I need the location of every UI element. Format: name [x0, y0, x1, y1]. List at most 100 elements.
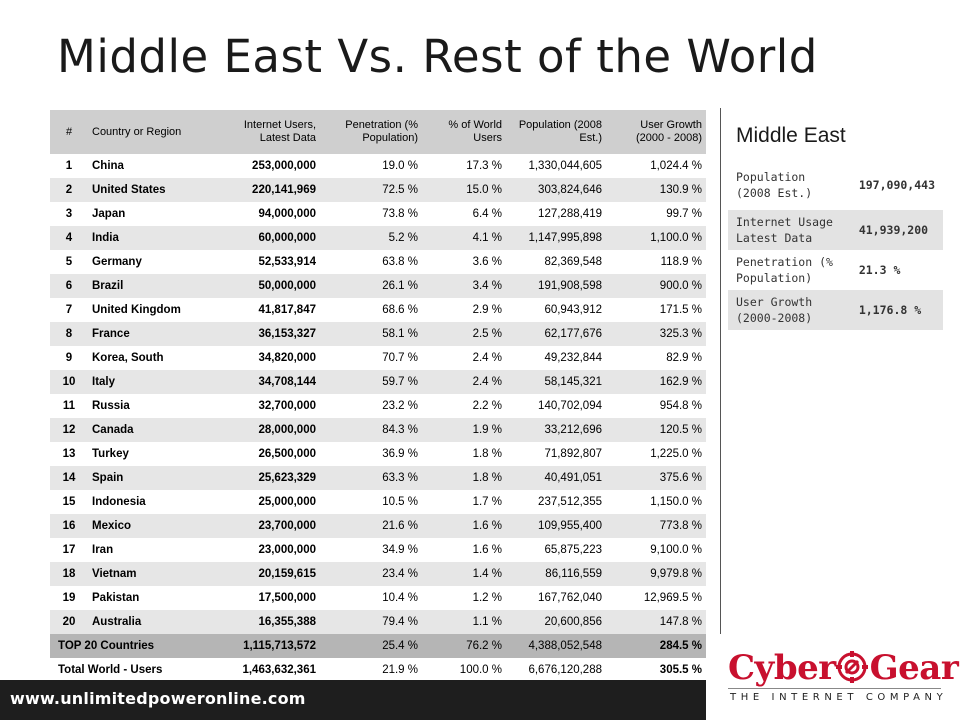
- cell-world-users: 1.9 %: [422, 418, 506, 442]
- cell-user-growth: 171.5 %: [606, 298, 706, 322]
- cell-population: 62,177,676: [506, 322, 606, 346]
- top20-penetration: 25.4 %: [320, 634, 422, 658]
- cell-user-growth: 954.8 %: [606, 394, 706, 418]
- cell-internet-users: 23,700,000: [218, 514, 320, 538]
- middle-east-value: 21.3 %: [850, 250, 943, 290]
- cell-rank: 15: [50, 490, 88, 514]
- cell-user-growth: 82.9 %: [606, 346, 706, 370]
- cell-penetration: 26.1 %: [320, 274, 422, 298]
- cell-internet-users: 52,533,914: [218, 250, 320, 274]
- cell-penetration: 5.2 %: [320, 226, 422, 250]
- internet-stats-table: # Country or Region Internet Users, Late…: [50, 110, 706, 682]
- table-row: 2 United States 220,141,969 72.5 % 15.0 % 303…: [50, 178, 706, 202]
- cell-world-users: 2.4 %: [422, 370, 506, 394]
- cell-user-growth: 1,225.0 %: [606, 442, 706, 466]
- table-row: 14 Spain 25,623,329 63.3 % 1.8 % 40,491,051 37…: [50, 466, 706, 490]
- footer-url[interactable]: www.unlimitedpoweronline.com: [10, 689, 306, 708]
- logo-word-right: Gear: [869, 648, 959, 688]
- cell-penetration: 63.3 %: [320, 466, 422, 490]
- cell-world-users: 2.2 %: [422, 394, 506, 418]
- cell-country: Australia: [88, 610, 218, 634]
- cell-world-users: 17.3 %: [422, 154, 506, 178]
- cell-penetration: 73.8 %: [320, 202, 422, 226]
- cybergear-logo: Cyber Gear THE INTERNET COMPANY: [728, 648, 959, 710]
- middle-east-value: 1,176.8 %: [850, 290, 943, 330]
- cell-population: 167,762,040: [506, 586, 606, 610]
- cell-user-growth: 99.7 %: [606, 202, 706, 226]
- cell-user-growth: 147.8 %: [606, 610, 706, 634]
- cell-country: Iran: [88, 538, 218, 562]
- cell-internet-users: 41,817,847: [218, 298, 320, 322]
- middle-east-row: Penetration (% Population) 21.3 %: [728, 250, 943, 290]
- cell-penetration: 68.6 %: [320, 298, 422, 322]
- total-penetration: 21.9 %: [320, 658, 422, 682]
- cell-user-growth: 12,969.5 %: [606, 586, 706, 610]
- cell-population: 1,330,044,605: [506, 154, 606, 178]
- cell-population: 82,369,548: [506, 250, 606, 274]
- cell-world-users: 1.8 %: [422, 466, 506, 490]
- logo-rule: [728, 688, 941, 689]
- cell-world-users: 1.6 %: [422, 514, 506, 538]
- cell-world-users: 1.7 %: [422, 490, 506, 514]
- cell-penetration: 79.4 %: [320, 610, 422, 634]
- cell-population: 191,908,598: [506, 274, 606, 298]
- cell-internet-users: 23,000,000: [218, 538, 320, 562]
- top20-users: 1,115,713,572: [218, 634, 320, 658]
- cell-rank: 12: [50, 418, 88, 442]
- cell-user-growth: 900.0 %: [606, 274, 706, 298]
- cell-population: 71,892,807: [506, 442, 606, 466]
- cell-penetration: 63.8 %: [320, 250, 422, 274]
- total-world-row: Total World - Users 1,463,632,361 21.9 %…: [50, 658, 706, 682]
- cell-internet-users: 94,000,000: [218, 202, 320, 226]
- middle-east-row: Population (2008 Est.) 197,090,443: [728, 160, 943, 210]
- table-row: 18 Vietnam 20,159,615 23.4 % 1.4 % 86,116,559…: [50, 562, 706, 586]
- cell-population: 58,145,321: [506, 370, 606, 394]
- middle-east-value: 197,090,443: [850, 160, 943, 210]
- table-row: 12 Canada 28,000,000 84.3 % 1.9 % 33,212,696 1…: [50, 418, 706, 442]
- cell-rank: 2: [50, 178, 88, 202]
- cell-internet-users: 25,000,000: [218, 490, 320, 514]
- cell-rank: 19: [50, 586, 88, 610]
- cell-rank: 1: [50, 154, 88, 178]
- table-row: 16 Mexico 23,700,000 21.6 % 1.6 % 109,955,400…: [50, 514, 706, 538]
- header-world-users: % of World Users: [422, 110, 506, 154]
- cell-user-growth: 375.6 %: [606, 466, 706, 490]
- cell-population: 140,702,094: [506, 394, 606, 418]
- table-row: 19 Pakistan 17,500,000 10.4 % 1.2 % 167,762,0…: [50, 586, 706, 610]
- cell-user-growth: 1,100.0 %: [606, 226, 706, 250]
- cell-penetration: 10.4 %: [320, 586, 422, 610]
- cell-internet-users: 220,141,969: [218, 178, 320, 202]
- cell-internet-users: 36,153,327: [218, 322, 320, 346]
- cell-country: Korea, South: [88, 346, 218, 370]
- cell-country: United Kingdom: [88, 298, 218, 322]
- cell-country: Canada: [88, 418, 218, 442]
- cell-user-growth: 120.5 %: [606, 418, 706, 442]
- cell-penetration: 70.7 %: [320, 346, 422, 370]
- cell-population: 60,943,912: [506, 298, 606, 322]
- cell-population: 1,147,995,898: [506, 226, 606, 250]
- cell-penetration: 59.7 %: [320, 370, 422, 394]
- cell-country: United States: [88, 178, 218, 202]
- cell-population: 33,212,696: [506, 418, 606, 442]
- cell-penetration: 34.9 %: [320, 538, 422, 562]
- cell-rank: 14: [50, 466, 88, 490]
- table-header-row: # Country or Region Internet Users, Late…: [50, 110, 706, 154]
- cell-internet-users: 17,500,000: [218, 586, 320, 610]
- slide-title: Middle East Vs. Rest of the World: [57, 30, 818, 83]
- footer-bar: [0, 680, 706, 720]
- cell-population: 20,600,856: [506, 610, 606, 634]
- cell-penetration: 36.9 %: [320, 442, 422, 466]
- header-population: Population (2008 Est.): [506, 110, 606, 154]
- total-label: Total World - Users: [50, 658, 218, 682]
- cell-country: Indonesia: [88, 490, 218, 514]
- total-population: 6,676,120,288: [506, 658, 606, 682]
- table-row: 20 Australia 16,355,388 79.4 % 1.1 % 20,600,8…: [50, 610, 706, 634]
- cell-rank: 5: [50, 250, 88, 274]
- cell-rank: 3: [50, 202, 88, 226]
- cell-rank: 16: [50, 514, 88, 538]
- cell-rank: 7: [50, 298, 88, 322]
- cell-world-users: 2.9 %: [422, 298, 506, 322]
- cell-country: Mexico: [88, 514, 218, 538]
- logo-tagline: THE INTERNET COMPANY: [730, 692, 948, 703]
- cell-rank: 6: [50, 274, 88, 298]
